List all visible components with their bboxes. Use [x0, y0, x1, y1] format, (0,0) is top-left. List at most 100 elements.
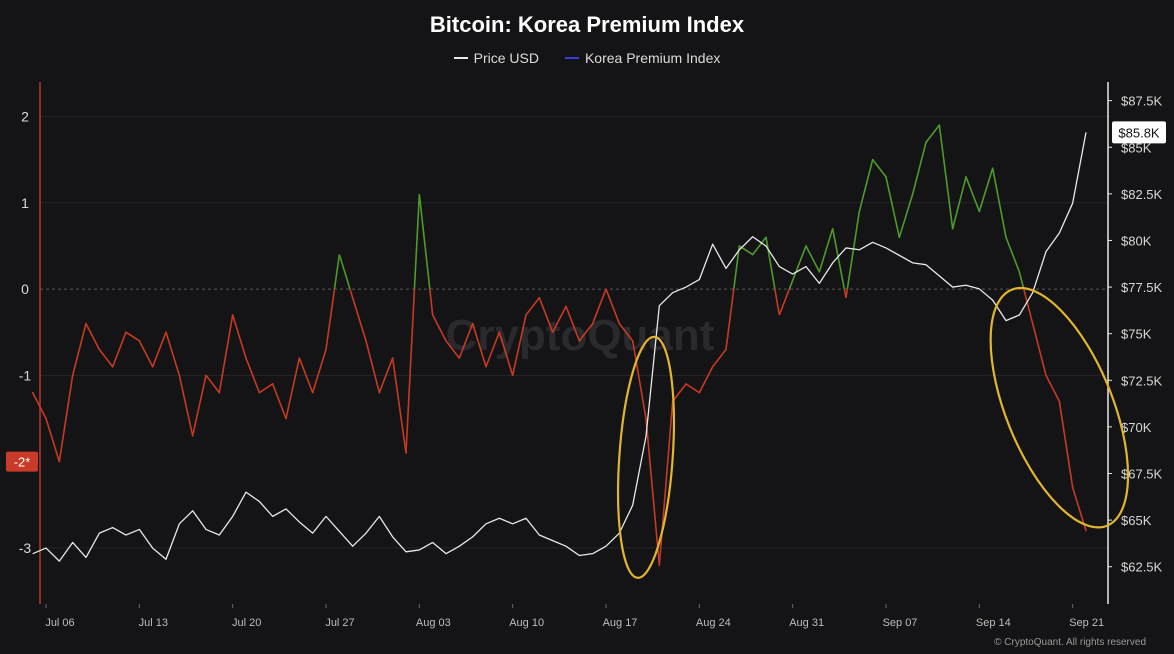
- kpi-line-segment: [138, 340, 154, 368]
- right-tick-label: $75K: [1121, 327, 1152, 342]
- kpi-line-segment: [925, 124, 941, 144]
- kpi-line-segment: [1045, 374, 1061, 403]
- kpi-line-segment: [125, 331, 141, 342]
- x-tick-label: Sep 21: [1069, 617, 1104, 629]
- kpi-line-segment: [258, 383, 274, 394]
- kpi-line-segment: [671, 383, 687, 403]
- kpi-line-segment: [818, 227, 834, 273]
- kpi-line-segment: [285, 357, 301, 420]
- kpi-line-segment: [551, 305, 567, 334]
- legend-label-price: Price USD: [473, 50, 539, 66]
- watermark: CryptoQuant: [446, 311, 715, 360]
- kpi-line-segment: [1018, 271, 1025, 290]
- kpi-line-segment: [151, 331, 167, 368]
- kpi-line-segment: [445, 340, 461, 359]
- right-tick-label: $80K: [1121, 233, 1152, 248]
- kpi-line-segment: [45, 417, 61, 463]
- kpi-line-segment: [405, 289, 416, 454]
- kpi-line-segment: [898, 193, 914, 239]
- kpi-line-segment: [338, 254, 351, 290]
- kpi-line-segment: [732, 245, 741, 290]
- kpi-line-segment: [525, 296, 541, 316]
- kpi-line-segment: [391, 357, 407, 454]
- kpi-line-segment: [765, 237, 776, 290]
- current-price-label: $85.8K: [1118, 125, 1160, 140]
- kpi-line-segment: [911, 141, 927, 195]
- kpi-line-segment: [858, 158, 874, 213]
- kpi-line-segment: [205, 374, 221, 394]
- kpi-line-segment: [1058, 400, 1074, 489]
- kpi-line-segment: [311, 348, 327, 394]
- highlight-ellipse: [616, 335, 676, 579]
- kpi-line-segment: [71, 322, 87, 377]
- kpi-line-segment: [788, 280, 794, 290]
- kpi-line-segment: [831, 228, 846, 290]
- kpi-line-segment: [429, 288, 434, 316]
- kpi-line-segment: [271, 383, 287, 420]
- kpi-line-segment: [349, 288, 354, 298]
- kpi-line-segment: [685, 383, 701, 394]
- legend-swatch-kpi: [564, 57, 579, 59]
- kpi-line-segment: [871, 158, 887, 178]
- kpi-line-segment: [471, 322, 487, 368]
- kpi-line-segment: [1023, 288, 1034, 324]
- kpi-line-segment: [418, 194, 431, 290]
- x-tick-label: Aug 10: [509, 617, 544, 629]
- kpi-line-segment: [845, 288, 849, 298]
- kpi-line-segment: [791, 245, 807, 282]
- x-tick-label: Aug 31: [789, 617, 824, 629]
- kpi-line-segment: [218, 314, 234, 394]
- right-tick-label: $67.5K: [1121, 467, 1163, 482]
- kpi-line-segment: [485, 331, 501, 368]
- kpi-line-segment: [774, 288, 781, 316]
- kpi-line-segment: [98, 348, 114, 368]
- kpi-line-segment: [333, 254, 341, 290]
- left-value-badge: [6, 451, 38, 472]
- highlight-ellipse: [989, 286, 1130, 529]
- kpi-line-segment: [978, 167, 994, 213]
- x-tick-label: Jul 13: [139, 617, 168, 629]
- left-tick-label: -3: [19, 540, 32, 556]
- kpi-line-segment: [591, 288, 607, 324]
- kpi-line-segment: [751, 236, 767, 256]
- kpi-line-segment: [231, 314, 247, 359]
- kpi-line-segment: [538, 296, 554, 334]
- kpi-line-segment: [58, 374, 74, 463]
- kpi-line-segment: [605, 288, 621, 324]
- left-tick-label: 0: [21, 281, 29, 297]
- right-tick-label: $82.5K: [1121, 187, 1163, 202]
- kpi-line-segment: [578, 322, 594, 342]
- kpi-line-segment: [711, 348, 727, 368]
- kpi-line-segment: [165, 331, 181, 377]
- kpi-line-segment: [365, 340, 381, 394]
- legend-item-price[interactable]: Price USD: [453, 50, 539, 66]
- kpi-line-segment: [991, 167, 1007, 239]
- kpi-line-segment: [31, 391, 47, 420]
- kpi-line-segment: [725, 288, 735, 350]
- copyright-footer: © CryptoQuant. All rights reserved: [994, 637, 1146, 648]
- kpi-line-segment: [565, 305, 581, 342]
- legend-item-kpi[interactable]: Korea Premium Index: [564, 50, 721, 66]
- kpi-line-segment: [778, 288, 791, 316]
- kpi-line-segment: [805, 245, 821, 273]
- legend-swatch-price: [453, 57, 468, 59]
- left-tick-label: 2: [21, 109, 29, 125]
- kpi-line-segment: [938, 124, 954, 230]
- kpi-line-segment: [951, 176, 967, 230]
- x-tick-label: Jul 27: [325, 617, 354, 629]
- kpi-line-segment: [885, 176, 901, 239]
- x-tick-label: Sep 07: [883, 617, 918, 629]
- kpi-line-segment: [351, 296, 367, 342]
- x-tick-label: Aug 17: [603, 617, 638, 629]
- kpi-line-segment: [618, 322, 634, 342]
- kpi-line-segment: [846, 211, 861, 290]
- kpi-line-segment: [413, 194, 421, 290]
- right-tick-label: $85K: [1121, 140, 1152, 155]
- legend-label-kpi: Korea Premium Index: [584, 50, 721, 66]
- kpi-line-segment: [298, 357, 314, 394]
- right-tick-label: $65K: [1121, 513, 1152, 528]
- kpi-line-segment: [511, 314, 527, 377]
- kpi-line-segment: [378, 357, 394, 394]
- left-value-badge-label: -2*: [14, 455, 31, 470]
